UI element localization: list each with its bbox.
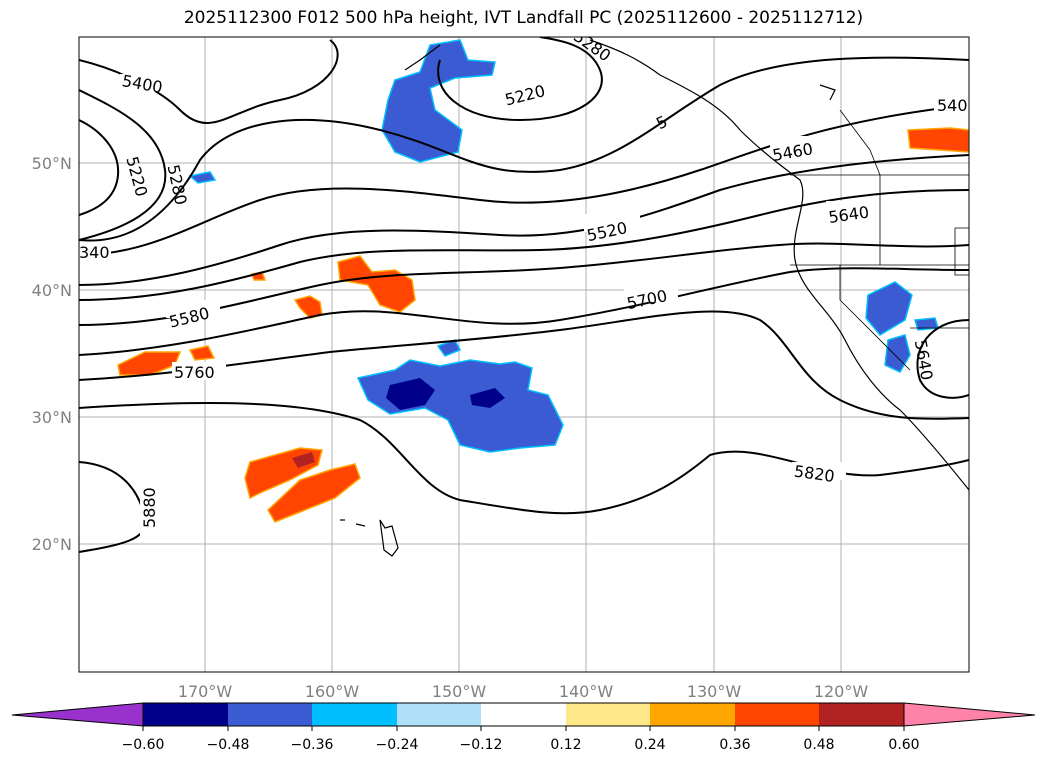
colorbar-segment [735, 703, 819, 726]
colorbar-tick-label: −0.12 [460, 737, 503, 753]
colorbar-right-extension [903, 702, 1036, 727]
contour-label: 340 [79, 243, 110, 262]
blue-region-california-2 [884, 334, 911, 373]
colorbar-segment [481, 703, 566, 726]
lat-label: 30°N [32, 408, 72, 427]
colorbar: −0.60 −0.48 −0.36 −0.24 −0.12 0.12 0.24 … [11, 702, 1036, 753]
colorbar-tick-label: −0.36 [291, 737, 334, 753]
colorbar-segment [650, 703, 735, 726]
colorbar-tick-label: 0.48 [803, 737, 834, 753]
blue-region-small-2 [188, 171, 217, 184]
colorbar-tick-label: 0.24 [634, 737, 665, 753]
map-title: 2025112300 F012 500 hPa height, IVT Land… [183, 8, 864, 28]
contour-label: 5760 [174, 363, 215, 382]
graticule [79, 37, 969, 672]
colorbar-segment [228, 703, 312, 726]
coastlines [340, 39, 969, 557]
colorbar-tick-label: −0.24 [376, 737, 419, 753]
colorbar-segment [397, 703, 481, 726]
lat-label: 40°N [32, 281, 72, 300]
contour-label: 5640 [911, 338, 937, 381]
colorbar-tick-label: −0.48 [207, 737, 250, 753]
longitude-labels: 170°W 160°W 150°W 140°W 130°W 120°W [178, 682, 869, 701]
colorbar-tick-label: −0.60 [122, 737, 165, 753]
borders [790, 109, 969, 371]
lon-label: 120°W [814, 682, 869, 701]
red-core [292, 452, 315, 468]
colorbar-segment [566, 703, 650, 726]
positive-ivt-regions [117, 127, 969, 523]
colorbar-segment [312, 703, 397, 726]
contour-label: 5 [653, 112, 670, 134]
lat-label: 50°N [32, 154, 72, 173]
lon-label: 130°W [687, 682, 742, 701]
contour-label: 5880 [140, 487, 159, 528]
contour-label: 5220 [122, 154, 151, 198]
contour-label: 5280 [164, 163, 191, 207]
blue-region-central-pacific [356, 359, 564, 453]
contour-label: 5280 [570, 26, 614, 65]
colorbar-segment [819, 703, 904, 726]
orange-region-7 [907, 127, 969, 153]
orange-region-6 [267, 463, 361, 523]
orange-region-1 [337, 255, 416, 313]
dark-blue-core [386, 378, 435, 410]
lon-label: 160°W [305, 682, 360, 701]
height-contours [79, 37, 969, 553]
dark-blue-core-2 [470, 388, 505, 408]
colorbar-segment [143, 703, 228, 726]
colorbar-left-extension [11, 702, 144, 727]
blue-region-alaska [381, 39, 496, 163]
lat-label: 20°N [32, 535, 72, 554]
plot-frame [78, 36, 970, 673]
colorbar-tick-label: 0.12 [550, 737, 581, 753]
contour-label-group: 5400 5220 5280 5220 5280 540 5460 5640 5… [79, 26, 969, 537]
latitude-labels: 50°N 40°N 30°N 20°N [32, 154, 72, 554]
lon-label: 150°W [432, 682, 487, 701]
lon-label: 170°W [178, 682, 233, 701]
lon-label: 140°W [559, 682, 614, 701]
orange-region-3 [188, 345, 216, 361]
contour-label: 540 [937, 96, 968, 115]
plot-area: 5400 5220 5280 5220 5280 540 5460 5640 5… [79, 26, 969, 672]
blue-region-california [865, 281, 913, 336]
colorbar-tick-label: 0.36 [719, 737, 750, 753]
colorbar-tick-label: 0.60 [888, 737, 919, 753]
negative-ivt-regions [188, 39, 939, 453]
